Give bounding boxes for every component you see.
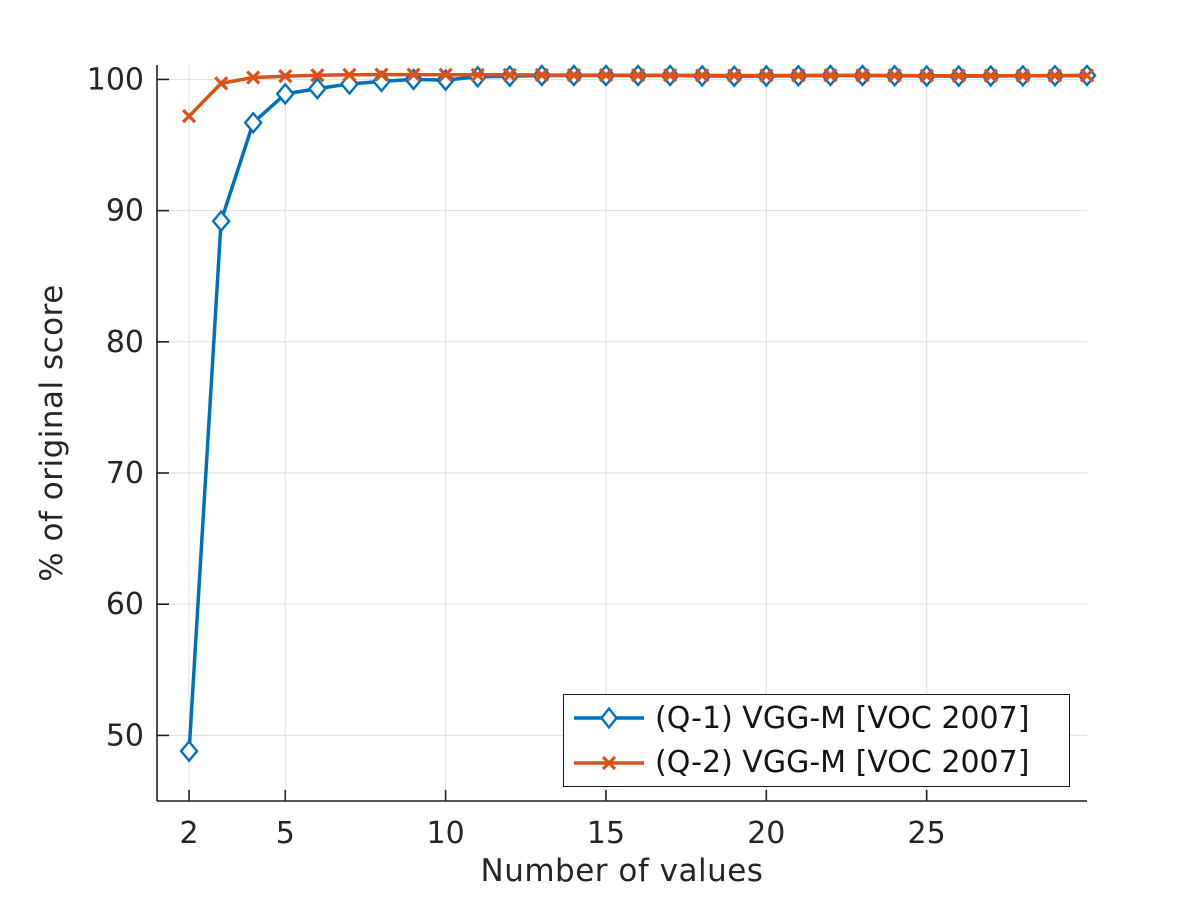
x-tick-label: 20	[747, 816, 785, 851]
y-tick-label: 60	[106, 587, 144, 622]
y-tick-label: 50	[106, 718, 144, 753]
grid-lines	[157, 65, 1087, 801]
y-axis-ticks: 50 60 70 80 90 100	[87, 62, 169, 753]
axes	[156, 65, 1087, 802]
legend-sample-q1-line-diamond-icon	[574, 706, 644, 730]
series-markers-2	[181, 67, 1095, 124]
legend-label-q1: (Q-1) VGG-M [VOC 2007]	[655, 700, 1030, 736]
legend-sample-q2-line-x-icon	[574, 755, 644, 770]
x-axis-ticks: 2 5 10 15 20 25	[180, 790, 946, 851]
x-tick-label: 25	[908, 816, 946, 851]
legend-item-q1: (Q-1) VGG-M [VOC 2007]	[564, 697, 1069, 739]
y-tick-label: 90	[106, 194, 144, 229]
legend-label-q2: (Q-2) VGG-M [VOC 2007]	[655, 745, 1030, 781]
legend: (Q-1) VGG-M [VOC 2007] (Q-2) VGG-M [VOC …	[563, 694, 1070, 787]
x-tick-label: 2	[180, 816, 199, 851]
y-tick-label: 80	[106, 325, 144, 360]
y-tick-label: 70	[106, 456, 144, 491]
x-tick-label: 10	[427, 816, 465, 851]
legend-item-q2: (Q-2) VGG-M [VOC 2007]	[564, 742, 1069, 784]
y-tick-label: 100	[87, 62, 144, 97]
x-tick-label: 15	[587, 816, 625, 851]
x-axis-title: Number of values	[480, 853, 764, 889]
x-tick-label: 5	[276, 816, 295, 851]
y-axis-title: % of original score	[34, 284, 70, 582]
series-markers-1	[179, 64, 1097, 763]
series-line-1	[187, 73, 1089, 753]
